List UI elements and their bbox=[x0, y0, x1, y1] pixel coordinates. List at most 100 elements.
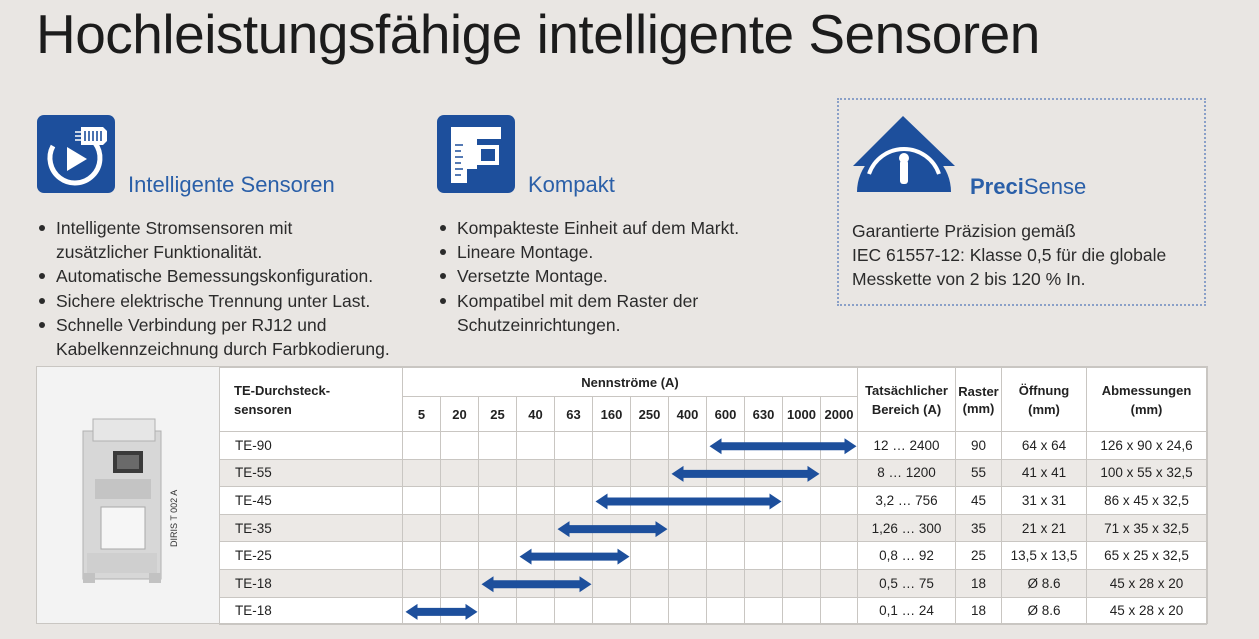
sensor-table-panel: DIRIS T 002 A TE-Durchsteck-sensoren Nen… bbox=[36, 366, 1208, 626]
current-cell bbox=[478, 513, 517, 543]
dimensions-value: 100 x 55 x 32,5 bbox=[1086, 458, 1207, 488]
current-cell bbox=[554, 541, 593, 570]
current-cell bbox=[744, 458, 783, 488]
list-item: Intelligente Stromsensoren mit zusätzlich… bbox=[36, 216, 390, 264]
current-cell bbox=[478, 431, 517, 460]
current-cell bbox=[820, 568, 858, 598]
table-row: TE-55 8 … 1200 55 41 x 41 100 x 55 x 32,5 bbox=[219, 458, 1207, 488]
current-cell bbox=[516, 431, 555, 460]
current-cell bbox=[630, 568, 669, 598]
current-cell bbox=[554, 513, 593, 543]
table-row: TE-45 3,2 … 756 45 31 x 31 86 x 45 x 32,5 bbox=[219, 486, 1207, 515]
range-value: 12 … 2400 bbox=[857, 431, 956, 460]
raster-value: 35 bbox=[955, 513, 1002, 543]
current-cell bbox=[706, 458, 745, 488]
header-raster: Raster (mm) bbox=[955, 367, 1002, 432]
header-opening: Öffnung (mm) bbox=[1001, 367, 1087, 432]
current-cell bbox=[592, 513, 631, 543]
current-cell bbox=[820, 458, 858, 488]
header-rated-currents: Nennströme (A) bbox=[402, 367, 858, 397]
caliper-icon bbox=[437, 115, 515, 193]
current-cell bbox=[554, 568, 593, 598]
current-cell bbox=[744, 541, 783, 570]
sensor-table: TE-Durchsteck-sensoren Nennströme (A) Ta… bbox=[219, 367, 1207, 626]
header-current-5: 5 bbox=[402, 396, 441, 432]
current-cell bbox=[440, 596, 479, 626]
opening-value: 13,5 x 13,5 bbox=[1001, 541, 1087, 570]
current-cell bbox=[554, 431, 593, 460]
header-current-250: 250 bbox=[630, 396, 669, 432]
current-cell bbox=[668, 513, 707, 543]
current-cell bbox=[820, 596, 858, 626]
play-connector-icon bbox=[37, 115, 115, 193]
current-cell bbox=[782, 513, 821, 543]
dimensions-value: 45 x 28 x 20 bbox=[1086, 596, 1207, 626]
table-row: TE-90 12 … 2400 90 64 x 64 126 x 90 x 24,6 bbox=[219, 431, 1207, 460]
current-cell bbox=[668, 568, 707, 598]
current-cell bbox=[668, 486, 707, 515]
current-cell bbox=[706, 513, 745, 543]
current-cell bbox=[782, 458, 821, 488]
current-cell bbox=[820, 513, 858, 543]
header-current-400: 400 bbox=[668, 396, 707, 432]
precisense-description: Garantierte Präzision gemäß IEC 61557-12… bbox=[852, 221, 1167, 290]
feature-bullet-list: Intelligente Stromsensoren mit zusätzlich… bbox=[36, 216, 390, 361]
current-cell bbox=[782, 568, 821, 598]
current-cell bbox=[592, 596, 631, 626]
feature-heading: Intelligente Sensoren bbox=[128, 172, 335, 197]
list-item: Automatische Bemessungskonfiguration. bbox=[36, 264, 390, 288]
current-cell bbox=[478, 541, 517, 570]
current-cell bbox=[478, 486, 517, 515]
current-cell bbox=[782, 486, 821, 515]
opening-value: Ø 8.6 bbox=[1001, 568, 1087, 598]
dimensions-value: 126 x 90 x 24,6 bbox=[1086, 431, 1207, 460]
range-value: 0,1 … 24 bbox=[857, 596, 956, 626]
opening-value: 21 x 21 bbox=[1001, 513, 1087, 543]
raster-value: 18 bbox=[955, 568, 1002, 598]
dimensions-value: 65 x 25 x 32,5 bbox=[1086, 541, 1207, 570]
current-cell bbox=[478, 596, 517, 626]
photo-caption: DIRIS T 002 A bbox=[169, 489, 179, 547]
table-row: TE-18 0,5 … 75 18 Ø 8.6 45 x 28 x 20 bbox=[219, 568, 1207, 598]
list-item: Lineare Montage. bbox=[437, 240, 739, 264]
current-cell bbox=[554, 596, 593, 626]
table-row: TE-35 1,26 … 300 35 21 x 21 71 x 35 x 32,5 bbox=[219, 513, 1207, 543]
current-cell bbox=[440, 568, 479, 598]
current-cell bbox=[516, 486, 555, 515]
table-row: TE-18 0,1 … 24 18 Ø 8.6 45 x 28 x 20 bbox=[219, 596, 1207, 626]
sensor-name: TE-45 bbox=[219, 486, 403, 515]
current-cell bbox=[706, 596, 745, 626]
range-value: 1,26 … 300 bbox=[857, 513, 956, 543]
current-cell bbox=[592, 486, 631, 515]
sensor-name: TE-25 bbox=[219, 541, 403, 570]
sensor-name: TE-18 bbox=[219, 596, 403, 626]
raster-value: 90 bbox=[955, 431, 1002, 460]
current-cell bbox=[516, 513, 555, 543]
table-row: TE-25 0,8 … 92 25 13,5 x 13,5 65 x 25 x 32,5 bbox=[219, 541, 1207, 570]
range-value: 0,8 … 92 bbox=[857, 541, 956, 570]
list-item: Kompatibel mit dem Raster der Schutzeinri… bbox=[437, 289, 739, 337]
feature-bullet-list: Kompakteste Einheit auf dem Markt. Linea… bbox=[437, 216, 739, 337]
header-current-63: 63 bbox=[554, 396, 593, 432]
header-dimensions: Abmessungen (mm) bbox=[1086, 367, 1207, 432]
current-cell bbox=[668, 458, 707, 488]
current-cell bbox=[592, 431, 631, 460]
current-cell bbox=[706, 431, 745, 460]
current-cell bbox=[440, 486, 479, 515]
header-current-40: 40 bbox=[516, 396, 555, 432]
precisense-box: PreciSense Garantierte Präzision gemäß I… bbox=[837, 98, 1206, 306]
current-cell bbox=[402, 513, 441, 543]
opening-value: 41 x 41 bbox=[1001, 458, 1087, 488]
current-cell bbox=[630, 513, 669, 543]
current-cell bbox=[630, 596, 669, 626]
current-cell bbox=[782, 596, 821, 626]
header-current-25: 25 bbox=[478, 396, 517, 432]
range-value: 3,2 … 756 bbox=[857, 486, 956, 515]
raster-value: 45 bbox=[955, 486, 1002, 515]
header-current-160: 160 bbox=[592, 396, 631, 432]
product-photo: DIRIS T 002 A bbox=[37, 367, 220, 623]
current-cell bbox=[554, 486, 593, 515]
current-cell bbox=[744, 486, 783, 515]
current-cell bbox=[744, 431, 783, 460]
header-current-1000: 1000 bbox=[782, 396, 821, 432]
